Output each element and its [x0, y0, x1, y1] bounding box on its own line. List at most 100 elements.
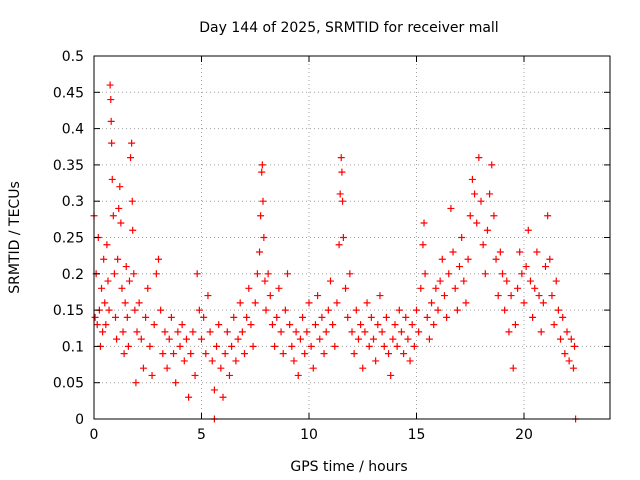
data-point	[440, 292, 448, 300]
data-point	[128, 139, 136, 147]
data-point	[191, 371, 199, 379]
data-point	[531, 284, 539, 292]
y-tick-label: 0.3	[62, 194, 84, 210]
data-point	[165, 335, 173, 343]
data-point	[391, 321, 399, 329]
data-point	[113, 335, 121, 343]
data-point	[400, 350, 408, 358]
data-point	[286, 321, 294, 329]
data-point	[107, 96, 115, 104]
data-point	[382, 313, 390, 321]
data-point	[193, 270, 201, 278]
data-point	[159, 350, 167, 358]
data-point	[370, 335, 377, 343]
data-point	[526, 277, 534, 285]
data-point	[367, 313, 375, 321]
data-point	[514, 284, 522, 292]
data-point	[221, 350, 229, 358]
data-point	[236, 299, 244, 307]
data-point	[557, 335, 565, 343]
data-point	[333, 299, 341, 307]
data-point	[477, 197, 485, 205]
data-point	[389, 335, 397, 343]
data-point	[303, 328, 311, 336]
data-point	[499, 270, 506, 278]
data-point	[258, 161, 266, 169]
data-point	[294, 371, 302, 379]
data-point	[178, 321, 186, 329]
data-point	[288, 342, 296, 350]
data-point	[529, 313, 537, 321]
data-point	[380, 342, 388, 350]
data-point	[354, 335, 362, 343]
data-point	[522, 263, 530, 271]
y-tick-label: 0.1	[62, 339, 84, 355]
data-point	[266, 292, 274, 300]
data-point	[299, 313, 307, 321]
data-point	[428, 299, 436, 307]
data-point	[561, 350, 569, 358]
x-axis-label: GPS time / hours	[290, 459, 407, 475]
y-tick-label: 0	[75, 412, 84, 428]
data-point	[509, 364, 517, 372]
data-point	[331, 342, 339, 350]
data-point	[451, 284, 459, 292]
y-tick-label: 0.4	[62, 122, 84, 138]
data-point	[456, 263, 463, 271]
data-point	[258, 168, 266, 176]
data-point	[486, 190, 494, 198]
data-point	[569, 364, 577, 372]
data-point	[387, 371, 395, 379]
data-point	[419, 241, 427, 249]
data-point	[204, 292, 212, 300]
data-point	[262, 306, 270, 314]
data-point	[161, 328, 169, 336]
data-point	[104, 277, 112, 285]
data-point	[548, 292, 556, 300]
plot-frame	[93, 55, 611, 420]
data-point	[253, 270, 261, 278]
data-point	[135, 299, 143, 307]
data-point	[206, 328, 214, 336]
data-point	[524, 226, 532, 234]
data-point	[241, 350, 248, 358]
data-point	[468, 175, 476, 183]
data-point	[535, 292, 543, 300]
data-point	[268, 321, 276, 329]
data-point	[234, 335, 242, 343]
data-point	[518, 270, 526, 278]
data-point	[327, 277, 334, 285]
data-point	[213, 342, 221, 350]
data-point	[91, 313, 99, 321]
data-point	[110, 270, 118, 278]
data-point	[116, 183, 124, 191]
data-point	[148, 371, 156, 379]
data-point	[93, 321, 101, 329]
data-point	[503, 277, 511, 285]
data-point	[425, 335, 433, 343]
data-point	[363, 299, 371, 307]
data-point	[488, 161, 496, 169]
axis-ticks: 0 5 10 15 20 0 0.05 0.1 0.15 0.2 0.25 0.3 0.35 0.4 0.4…	[53, 49, 610, 443]
data-point	[374, 321, 382, 329]
data-point	[238, 328, 246, 336]
data-point	[453, 306, 461, 314]
data-point	[550, 321, 558, 329]
data-point	[501, 306, 509, 314]
y-tick-label: 0.15	[53, 303, 84, 319]
data-point	[292, 328, 300, 336]
data-point	[339, 234, 347, 241]
data-point	[172, 379, 180, 387]
data-point	[124, 342, 132, 350]
data-point	[462, 299, 470, 307]
data-point	[352, 306, 360, 314]
data-point	[127, 154, 135, 162]
data-point	[539, 299, 547, 307]
data-point	[336, 190, 344, 198]
data-point	[559, 313, 567, 321]
data-point	[123, 313, 131, 321]
data-point	[119, 328, 127, 336]
data-point	[150, 321, 158, 329]
data-point	[182, 335, 190, 343]
